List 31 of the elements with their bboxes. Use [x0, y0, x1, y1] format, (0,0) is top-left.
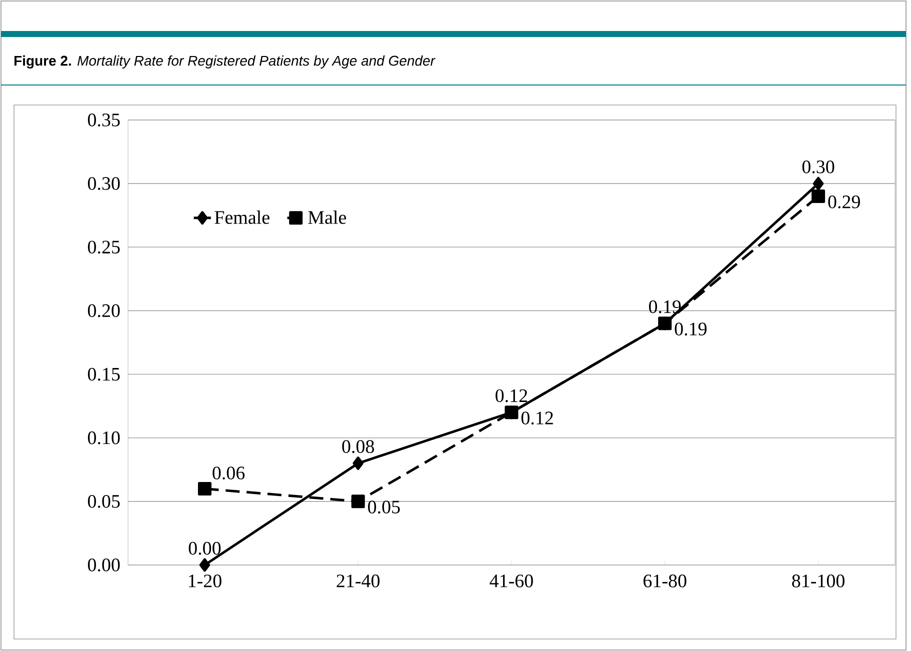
point — [812, 190, 826, 204]
data-label: 0.00 — [188, 542, 221, 555]
data-label: 0.05 — [368, 500, 400, 514]
y-tick-label: 0.10 — [88, 431, 120, 444]
point — [351, 494, 365, 508]
y-tick-label: 0.05 — [88, 494, 120, 508]
data-label: 0.29 — [828, 195, 860, 208]
y-tick-label: 0.00 — [88, 558, 120, 572]
y-tick-label: 0.35 — [88, 114, 120, 126]
x-tick-label: 61-80 — [644, 574, 686, 588]
data-label: 0.06 — [212, 466, 245, 480]
data-label: 0.12 — [521, 412, 553, 425]
x-tick-label: 21-40 — [336, 574, 380, 588]
y-tick-label: 0.15 — [88, 368, 120, 381]
chart-title: Figure 2. Mortality Rate for Registered Patients by Age and Gender — [14, 55, 436, 69]
point — [352, 456, 364, 470]
data-label: 0.08 — [342, 440, 374, 454]
point — [812, 176, 824, 190]
point — [198, 482, 212, 496]
x-tick-label: 1-20 — [188, 574, 222, 588]
y-tick-label: 0.25 — [88, 240, 120, 254]
point — [199, 558, 210, 572]
x-tick-label: 41-60 — [490, 574, 533, 588]
legend-label: Male — [308, 210, 346, 224]
y-tick-label: 0.20 — [88, 304, 120, 318]
data-label: 0.30 — [802, 160, 834, 174]
data-label: 0.12 — [496, 389, 528, 402]
x-tick-label: 81-100 — [792, 574, 844, 588]
y-tick-label: 0.30 — [88, 177, 120, 190]
legend-label: Female — [214, 210, 270, 224]
data-label: 0.19 — [674, 322, 707, 336]
